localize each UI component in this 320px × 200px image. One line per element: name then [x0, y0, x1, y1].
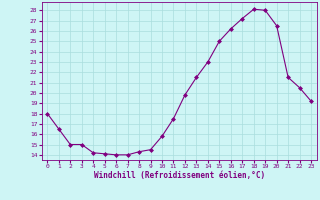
X-axis label: Windchill (Refroidissement éolien,°C): Windchill (Refroidissement éolien,°C): [94, 171, 265, 180]
